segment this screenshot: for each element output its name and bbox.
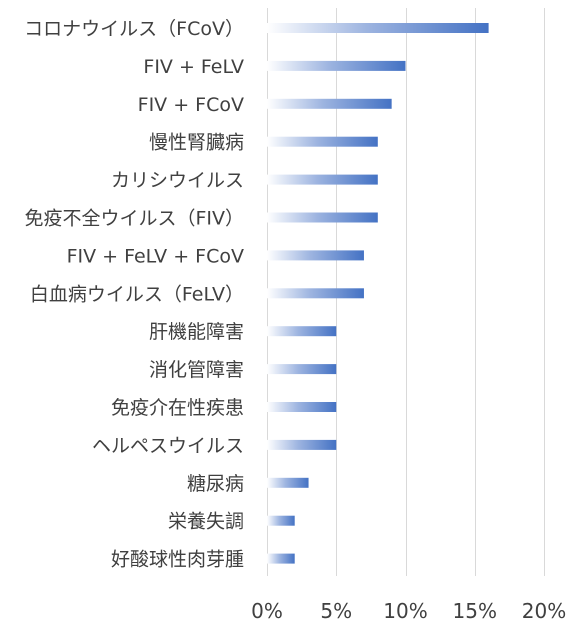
- bar: [267, 477, 309, 488]
- bar: [267, 553, 295, 564]
- category-label: 免疫介在性疾患: [111, 397, 244, 419]
- category-label: 慢性腎臓病: [149, 132, 244, 154]
- bar: [267, 250, 364, 261]
- category-label: 好酸球性肉芽腫: [111, 549, 244, 571]
- category-label: FIV + FeLV: [143, 56, 244, 78]
- category-label: 糖尿病: [187, 473, 244, 495]
- category-labels: コロナウイルス（FCoV） FIV + FeLV FIV + FCoV 慢性腎臓病カリ…: [24, 18, 244, 571]
- bar: [267, 23, 489, 33]
- bar: [267, 174, 378, 185]
- category-label: FIV + FeLV + FCoV: [67, 245, 244, 267]
- category-label: 白血病ウイルス（FeLV）: [30, 283, 244, 305]
- bar: [267, 212, 378, 223]
- bar: [267, 136, 378, 147]
- bar: [267, 515, 295, 526]
- category-label: コロナウイルス（FCoV）: [24, 18, 244, 40]
- category-label: 消化管障害: [149, 359, 244, 381]
- category-label: カリシウイルス: [111, 170, 244, 192]
- x-tick-labels: 0% 5% 10% 15% 20%: [251, 599, 566, 623]
- category-label: ヘルペスウイルス: [92, 435, 244, 457]
- x-tick-label: 20%: [522, 599, 566, 623]
- bar: [267, 98, 392, 109]
- bar: [267, 326, 337, 337]
- category-label: 肝機能障害: [149, 321, 244, 343]
- bar: [267, 364, 337, 375]
- x-tick-label: 5%: [320, 599, 352, 623]
- bar: [267, 439, 337, 450]
- x-tick-label: 15%: [453, 599, 497, 623]
- bars: [267, 23, 489, 564]
- category-label: 免疫不全ウイルス（FIV）: [24, 208, 244, 230]
- category-label: 栄養失調: [168, 511, 244, 533]
- bar: [267, 402, 337, 412]
- category-label: FIV + FCoV: [138, 94, 244, 116]
- x-tick-label: 10%: [383, 599, 427, 623]
- bar: [267, 60, 406, 71]
- x-tick-label: 0%: [251, 599, 283, 623]
- bar: [267, 288, 364, 299]
